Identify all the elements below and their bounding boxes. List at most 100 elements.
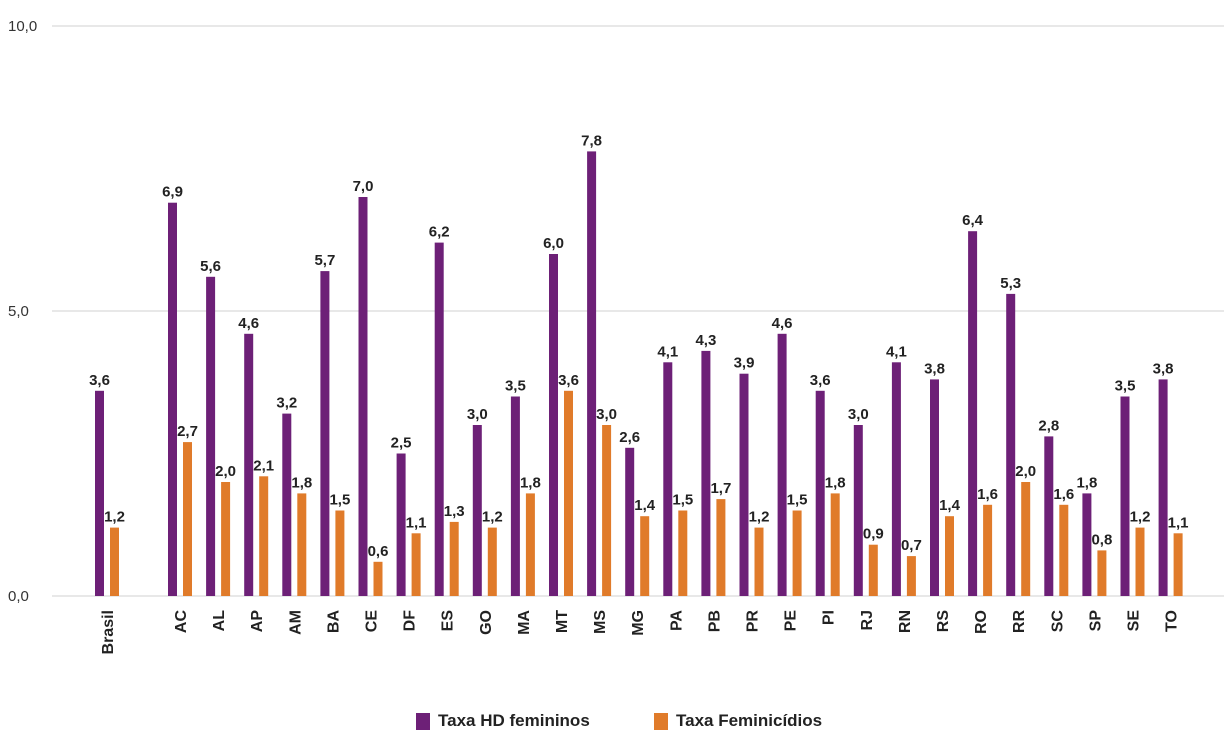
legend-item-feminicidios: Taxa Feminicídios [654,711,822,731]
data-label-hd: 3,5 [1115,378,1136,395]
bar-hd [853,425,863,596]
bar-feminicidios [335,510,345,596]
legend-swatch-feminicidios [654,712,668,730]
x-tick-label: MS [592,610,609,634]
data-label-hd: 4,3 [695,332,716,349]
x-tick-label: PR [745,610,762,633]
data-label-feminicidios: 0,7 [901,537,922,554]
bar-feminicidios [110,527,119,596]
x-tick-label: PE [783,610,800,632]
data-label-hd: 3,9 [734,355,755,372]
bar-feminicidios [297,493,307,596]
x-tick-label: AM [287,610,304,635]
x-tick-label: BA [325,610,342,634]
data-label-hd: 3,0 [848,406,869,423]
data-label-feminicidios: 1,4 [634,497,656,514]
bar-feminicidios [259,476,269,596]
data-label-feminicidios: 1,2 [482,509,503,526]
bar-feminicidios [906,556,916,596]
bar-hd [625,447,635,596]
bar-feminicidios [640,516,650,596]
x-tick-label: AL [211,610,228,632]
bar-feminicidios [449,521,459,596]
bar-hd [1006,293,1016,596]
x-tick-label: TO [1164,610,1181,632]
bar-feminicidios [487,527,497,596]
data-label-feminicidios: 0,8 [1091,531,1112,548]
bar-hd [968,231,978,596]
bar-hd [663,362,673,596]
bar-hd [777,333,787,596]
bar-feminicidios [792,510,802,596]
data-label-feminicidios: 2,0 [215,463,236,480]
x-tick-label: SP [1087,610,1104,632]
bar-hd [320,271,330,596]
data-label-hd: 3,6 [810,372,831,389]
data-label-feminicidios: 1,2 [1130,509,1151,526]
x-tick-label: RO [973,610,990,634]
bar-feminicidios [183,442,192,596]
x-tick-label: RN [897,610,914,633]
data-label-hd: 6,0 [543,235,564,252]
data-label-feminicidios: 1,1 [1168,514,1189,531]
data-label-feminicidios: 1,8 [825,474,846,491]
bar-feminicidios [221,482,231,596]
x-tick-label: ES [440,610,457,632]
bar-hd [1158,379,1168,596]
bar-feminicidios [945,516,954,596]
y-tick-label: 10,0 [8,18,37,35]
data-label-hd: 5,7 [314,252,335,269]
legend-label-feminicidios: Taxa Feminicídios [676,711,823,730]
bar-hd [930,379,939,596]
bar-feminicidios [868,544,878,596]
data-label-feminicidios: 1,5 [672,492,693,509]
bar-hd [168,202,177,596]
data-label-hd: 2,6 [619,429,640,446]
bar-feminicidios [678,510,688,596]
data-label-hd: 4,1 [657,343,678,360]
bar-hd [510,396,520,596]
bar-feminicidios [1135,527,1145,596]
data-label-feminicidios: 3,6 [558,372,579,389]
x-tick-label: GO [478,610,495,635]
bar-feminicidios [716,499,726,596]
x-tick-label: DF [402,610,419,632]
data-label-feminicidios: 1,2 [749,509,770,526]
x-tick-label: AC [173,610,190,634]
data-label-hd: 6,9 [162,184,183,201]
bar-feminicidios [525,493,535,596]
data-label-hd: 3,8 [924,360,945,377]
x-tick-label: SE [1126,610,1143,632]
bar-feminicidios [830,493,840,596]
data-label-feminicidios: 2,1 [253,457,274,474]
data-label-hd: 6,4 [962,212,984,229]
bar-hd [282,413,292,596]
data-label-feminicidios: 1,8 [291,474,312,491]
x-tick-label: PI [821,610,838,625]
data-label-feminicidios: 1,8 [520,474,541,491]
bar-hd [587,151,597,596]
bar-hd [434,242,444,596]
bar-hd [701,350,711,596]
data-label-hd: 7,8 [581,132,602,149]
bar-hd [396,453,406,596]
bar-hd [358,197,368,596]
data-label-hd: 3,6 [89,372,110,389]
x-tick-label: PB [706,610,723,632]
data-label-hd: 3,0 [467,406,488,423]
data-label-feminicidios: 3,0 [596,406,617,423]
bar-feminicidios [373,561,383,596]
legend-swatch-hd [416,712,430,730]
data-label-feminicidios: 1,2 [104,509,125,526]
data-label-feminicidios: 0,6 [368,543,389,560]
data-label-hd: 3,5 [505,378,526,395]
x-tick-label: RS [935,610,952,633]
x-tick-label: SC [1049,610,1066,633]
bar-feminicidios [1059,504,1069,596]
data-label-hd: 4,6 [772,315,793,332]
x-tick-label: PA [668,610,685,631]
x-tick-label: Brasil [100,610,117,654]
bar-feminicidios [602,425,612,596]
bar-hd [1120,396,1130,596]
bar-feminicidios [1097,550,1107,596]
